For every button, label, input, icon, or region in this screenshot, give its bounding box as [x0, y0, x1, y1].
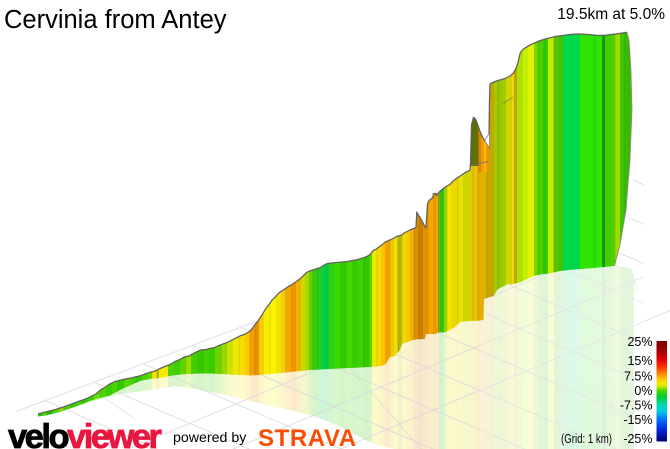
svg-text:19.5km at 5.0%: 19.5km at 5.0%	[557, 6, 665, 23]
svg-text:25%: 25%	[627, 335, 652, 349]
svg-text:15%: 15%	[627, 354, 652, 368]
svg-text:0%: 0%	[634, 384, 652, 398]
svg-text:(Grid: 1 km): (Grid: 1 km)	[561, 432, 612, 446]
svg-text:-15%: -15%	[623, 413, 652, 427]
svg-text:STRAVA: STRAVA	[258, 425, 357, 449]
svg-text:-25%: -25%	[623, 432, 652, 446]
svg-text:-7.5%: -7.5%	[620, 399, 653, 413]
svg-text:veloviewer: veloviewer	[8, 418, 162, 449]
svg-text:Cervinia from Antey: Cervinia from Antey	[4, 6, 227, 34]
svg-text:7.5%: 7.5%	[624, 369, 653, 383]
svg-text:powered by: powered by	[173, 430, 247, 446]
